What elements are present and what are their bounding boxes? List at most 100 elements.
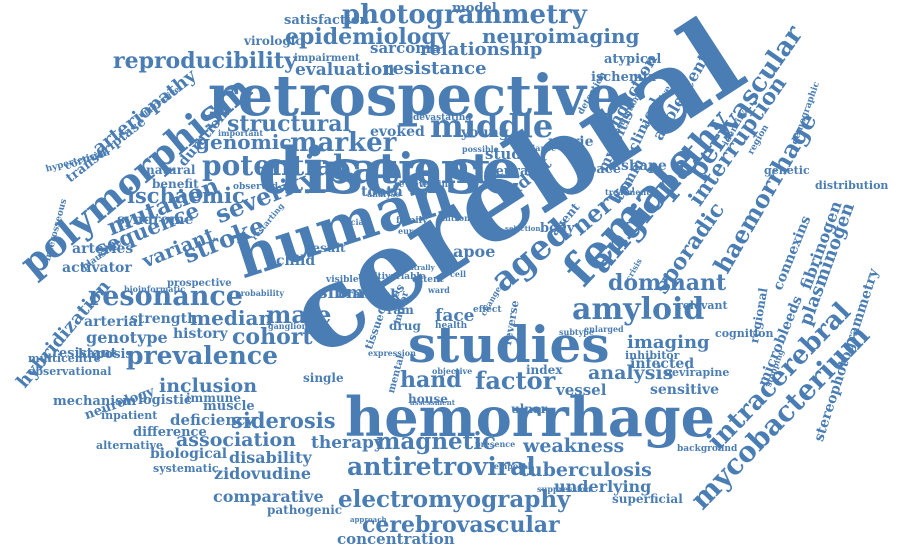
cloud-word: objective (432, 366, 473, 376)
cloud-word: median (190, 306, 273, 330)
cloud-word: multivariable (358, 272, 426, 282)
cloud-word: brain (338, 287, 374, 301)
cloud-word: studies (408, 315, 610, 374)
cloud-word: treatment (605, 187, 650, 197)
cloud-word: background (677, 444, 738, 454)
cloud-word: intronic (442, 213, 478, 223)
cloud-word: approach (350, 515, 387, 524)
cloud-word: vessel (556, 381, 607, 399)
cloud-word: bioinformatic (124, 284, 186, 294)
cloud-word: potential (202, 149, 344, 182)
cloud-word: photogrammetry (342, 0, 587, 30)
cloud-word: ischaemic (127, 183, 245, 208)
cloud-word: enlarged (584, 324, 624, 334)
cloud-word: resistant (52, 346, 117, 361)
cloud-word: nevirapine (664, 366, 730, 379)
cloud-word: association (176, 429, 296, 451)
cloud-word: index (526, 363, 563, 377)
cloud-word: hand (400, 367, 462, 393)
cloud-word: selection (505, 224, 541, 233)
cloud-word: genomic (196, 130, 292, 154)
cloud-word: immune (186, 391, 242, 405)
cloud-word: suppression (537, 484, 592, 494)
cloud-word: review (394, 180, 427, 190)
cloud-word: epidemiology (285, 24, 450, 50)
cloud-word: resistance (383, 58, 487, 79)
cloud-word: activator (62, 260, 132, 276)
cloud-word: alternative (96, 439, 163, 452)
cloud-word: effect (473, 305, 502, 315)
cloud-word: multicentre (28, 352, 101, 365)
cloud-word: magnetic (376, 428, 497, 455)
cloud-word: sibm (318, 283, 364, 303)
cloud-word: ischemia (591, 70, 657, 85)
cloud-word: apoe (453, 242, 496, 261)
cloud-word: structural (227, 111, 351, 137)
cloud-word: evaluation (295, 60, 395, 80)
cloud-word: logistic (138, 393, 192, 408)
cloud-word: syndrome (117, 212, 194, 228)
cloud-word: comparative (213, 487, 324, 506)
cloud-word: history (173, 326, 228, 342)
cloud-word: reproducibility (113, 48, 297, 74)
cloud-word: analysis (588, 362, 674, 384)
cloud-word: disease (258, 134, 523, 209)
cloud-word: temporal (490, 461, 531, 471)
cloud-word: face (435, 306, 475, 326)
cloud-word: marie (548, 134, 594, 150)
cloud-word: inpatient (101, 409, 158, 422)
cloud-word: child (276, 253, 316, 269)
cloud-word: sensitive (650, 382, 719, 398)
cloud-word: difference (133, 425, 207, 440)
cloud-word: neuroimaging (482, 24, 640, 48)
cloud-word: prevalence (126, 341, 278, 370)
cloud-word: presence (475, 439, 516, 449)
cloud-word: important (218, 128, 264, 138)
cloud-word: relevant (677, 299, 728, 312)
cloud-word: cognition (715, 327, 774, 340)
cloud-word: mechanism (53, 394, 137, 409)
cloud-word: subtype (559, 327, 594, 337)
cloud-word: house (408, 392, 448, 406)
cloud-word: observed (233, 182, 279, 192)
cloud-word: evoked (370, 124, 425, 140)
cloud-word: facial (342, 217, 367, 227)
cloud-word: strength (130, 311, 198, 327)
cloud-word: siderosis (231, 408, 336, 433)
cloud-word: shape (621, 158, 667, 174)
cloud-word: disability (229, 448, 312, 467)
cloud-word: ganglion (268, 321, 308, 331)
cloud-word: observational (28, 365, 112, 378)
cloud-word: inclusion (159, 375, 258, 397)
cloud-word: satisfaction (284, 13, 370, 28)
cloud-word: sarcoma (370, 39, 441, 57)
cloud-word: inhibitor (625, 349, 680, 362)
cloud-word: body (540, 221, 575, 236)
cloud-word: devastating (413, 113, 472, 123)
cloud-word: superficial (612, 492, 683, 506)
cloud-word: visible (326, 275, 359, 285)
cloud-word: relationship (420, 39, 543, 60)
cloud-word: arteries (72, 241, 134, 257)
cloud-word: infected (630, 356, 695, 372)
cloud-word: virologic (244, 34, 303, 48)
cloud-word: antiretroviral (347, 452, 536, 481)
cloud-word: retrospective (208, 63, 622, 129)
cloud-word: result (306, 241, 346, 255)
cloud-word: tuberculosis (520, 459, 652, 481)
cloud-word: study (485, 145, 531, 163)
cloud-word: ward (428, 285, 450, 295)
cloud-word: model (452, 1, 497, 16)
cloud-word: electromyography (338, 486, 571, 513)
cloud-word: cell (450, 269, 467, 279)
cloud-word: young (461, 125, 509, 141)
cloud-word: resonance (88, 281, 243, 312)
cloud-word: testing (419, 180, 455, 190)
cloud-word: distribution (815, 179, 889, 192)
cloud-word: impairment (294, 53, 360, 64)
cloud-word: genetic (764, 164, 810, 177)
cloud-word: centrally (400, 263, 435, 272)
cloud-word: prospective (167, 278, 232, 289)
cloud-word: factor (475, 366, 556, 395)
